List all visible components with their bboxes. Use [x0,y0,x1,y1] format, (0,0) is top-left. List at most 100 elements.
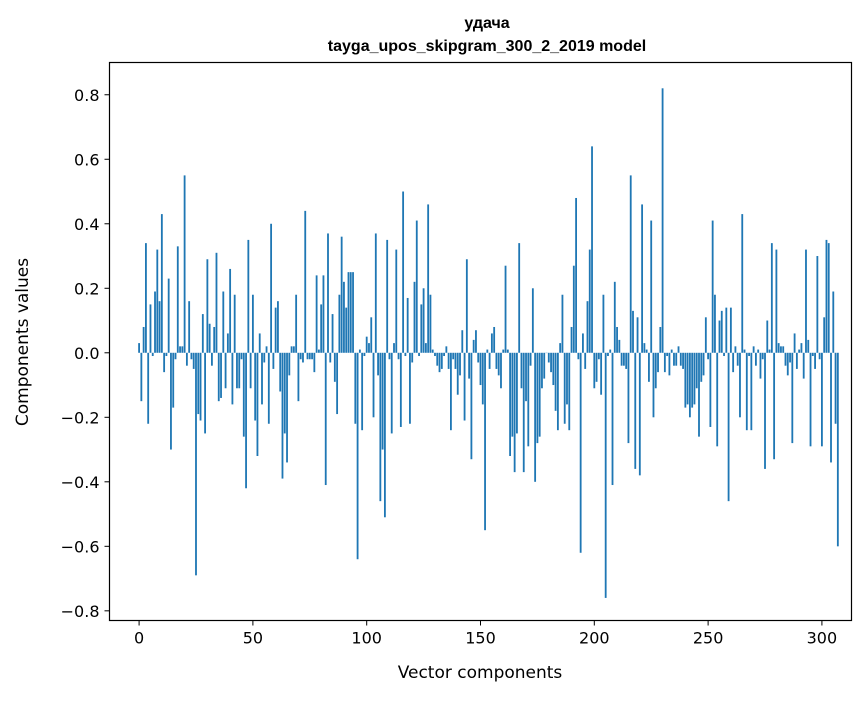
bar [379,353,381,501]
bar [568,353,570,430]
bar [170,353,172,450]
bar [689,353,691,418]
bar [707,353,709,359]
bar [359,350,361,353]
bar [678,346,680,352]
bar [318,350,320,353]
bar [511,353,513,437]
bar [696,353,698,388]
bar [666,353,668,356]
bar [150,304,152,352]
bar [577,353,579,359]
x-tick-label: 300 [807,629,838,648]
bar [794,333,796,352]
x-tick-label: 200 [579,629,610,648]
bar [835,353,837,424]
bar [434,353,436,356]
bar [279,353,281,392]
bar [746,353,748,430]
bar [539,353,541,437]
bar [370,317,372,352]
bar [732,353,734,372]
bar [705,317,707,352]
bar [232,353,234,405]
bar [398,353,400,359]
bar [179,346,181,352]
bar [562,295,564,353]
bar [293,346,295,352]
bar [222,292,224,353]
bar [439,353,441,372]
bar [441,353,443,369]
bar [609,350,611,353]
bar [739,353,741,418]
bar [796,353,798,369]
bar [700,353,702,382]
bar [425,343,427,353]
bar [514,353,516,472]
bar [735,346,737,352]
bar [785,353,787,366]
bar [266,346,268,352]
bar [623,353,625,366]
bar [225,353,227,388]
bar [361,353,363,430]
bar [691,353,693,408]
bar [773,353,775,459]
bar [236,353,238,388]
bar [573,266,575,353]
bar [272,353,274,369]
bar [420,304,422,352]
chart-title: удача [464,15,509,32]
bar [407,298,409,353]
y-axis-label: Components values [13,258,33,426]
bar [780,346,782,352]
bar [197,353,199,414]
bar [502,350,504,353]
bar [238,353,240,388]
bar [728,353,730,501]
bar [527,353,529,447]
bar [593,353,595,388]
bar [163,353,165,372]
bar [140,353,142,401]
bar [662,88,664,352]
bar [461,330,463,353]
x-axis-label: Vector components [398,663,563,683]
bar [206,259,208,353]
bar [598,353,600,359]
bar [525,353,527,401]
bar [766,321,768,353]
bar [816,256,818,353]
bar [589,250,591,353]
bar [261,353,263,405]
bar [168,279,170,353]
bar [830,353,832,463]
bar [498,353,500,376]
bar [646,350,648,353]
bar [741,214,743,353]
bar [247,240,249,353]
bar [826,240,828,353]
bar [400,353,402,427]
chart-subtitle: tayga_upos_skipgram_300_2_2019 model [328,38,646,55]
bar [165,353,167,356]
bar [263,353,265,363]
bar [382,353,384,450]
bar [541,353,543,388]
bar [375,233,377,352]
bar [832,292,834,353]
bar [643,343,645,353]
bar [675,353,677,366]
bar [764,353,766,469]
bar [341,237,343,353]
bar [300,353,302,359]
bar [709,353,711,427]
bar [664,353,666,372]
bar [277,301,279,353]
bar [798,350,800,353]
bar [286,353,288,463]
bar [195,353,197,576]
bar [343,282,345,353]
